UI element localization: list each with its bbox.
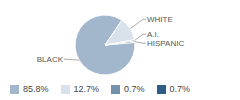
html-text:85.8%: 85.8% (23, 84, 49, 94)
svg-text:HISPANIC: HISPANIC (147, 39, 184, 48)
svg-text:WHITE: WHITE (147, 15, 173, 24)
html-text:0.7%: 0.7% (169, 84, 191, 94)
svg-text:BLACK: BLACK (37, 55, 64, 64)
svg-text:A.I.: A.I. (147, 30, 159, 39)
html-text:12.7%: 12.7% (73, 84, 100, 94)
html-text:0.7%: 0.7% (124, 84, 145, 94)
